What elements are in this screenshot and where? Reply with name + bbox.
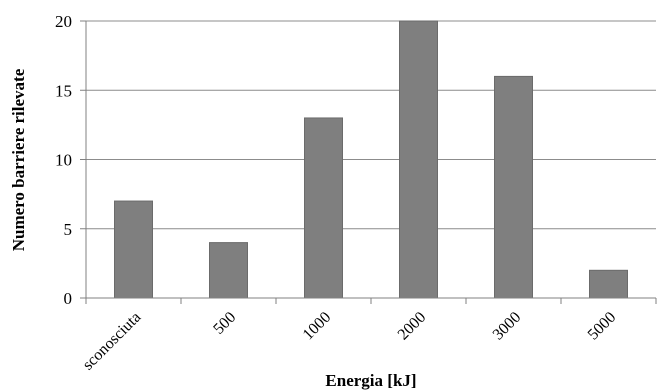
y-tick-label: 10	[55, 151, 72, 170]
y-tick-label: 5	[64, 220, 73, 239]
bar	[304, 117, 343, 299]
x-tick-label: 500	[210, 309, 239, 338]
x-tick-label: 2000	[395, 309, 430, 344]
x-tick-label: 3000	[490, 309, 525, 344]
y-tick-label: 20	[55, 12, 72, 31]
bars	[114, 20, 628, 299]
bar	[114, 200, 153, 299]
x-tick-label: 1000	[300, 309, 335, 344]
x-tick-label: sconosciuta	[80, 309, 145, 374]
bar	[399, 20, 438, 299]
axes	[80, 20, 657, 304]
x-tick-labels: sconosciuta 500 1000 2000 3000 5000	[80, 309, 620, 374]
bar	[494, 75, 533, 299]
y-axis-title: Numero barriere rilevate	[9, 68, 28, 251]
bar	[209, 242, 248, 299]
y-tick-label: 15	[55, 81, 72, 100]
x-tick-label: 5000	[585, 309, 620, 344]
y-tick-labels: 0 5 10 15 20	[55, 12, 72, 308]
bar	[589, 269, 628, 299]
y-tick-label: 0	[64, 289, 73, 308]
x-axis-title: Energia [kJ]	[325, 371, 416, 390]
gridlines	[86, 20, 656, 230]
